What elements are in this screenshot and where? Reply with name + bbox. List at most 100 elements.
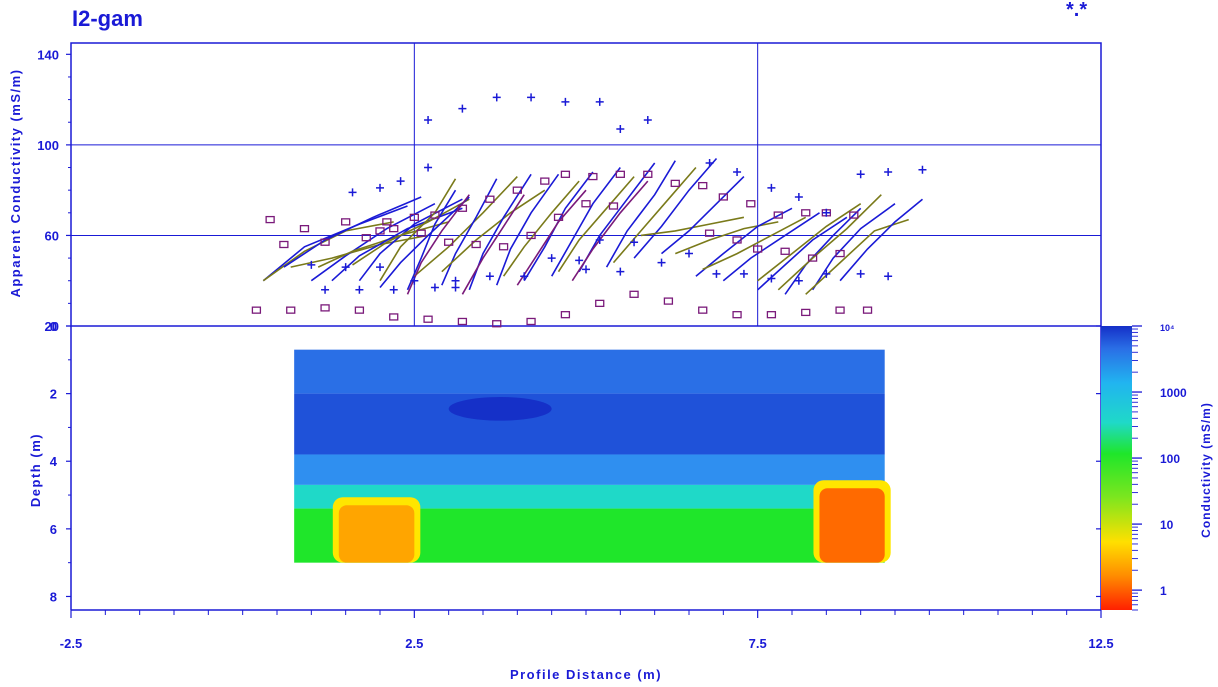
square-marker bbox=[862, 306, 873, 314]
y-tick-label: 60 bbox=[45, 228, 59, 243]
cross-marker bbox=[547, 254, 556, 263]
cross-marker bbox=[794, 192, 803, 201]
sounding-curve bbox=[757, 203, 862, 282]
square-marker bbox=[773, 211, 783, 219]
square-marker bbox=[409, 213, 419, 221]
cross-markers bbox=[307, 93, 927, 294]
sounding-curve bbox=[262, 205, 408, 282]
section-anomaly bbox=[338, 505, 415, 563]
square-marker bbox=[698, 181, 708, 190]
sounding-curve bbox=[640, 216, 745, 237]
sounding-curve bbox=[722, 212, 820, 282]
colorbar-tick-label: 1 bbox=[1160, 584, 1167, 598]
cross-marker bbox=[561, 97, 570, 106]
section-layer bbox=[294, 393, 885, 455]
square-marker bbox=[382, 218, 392, 226]
sounding-curve bbox=[461, 194, 525, 295]
sounding-curve bbox=[379, 196, 470, 289]
square-marker bbox=[801, 308, 811, 317]
square-markers bbox=[251, 170, 873, 328]
sounding-curve bbox=[495, 173, 560, 286]
y-tick-label: 20 bbox=[45, 319, 59, 334]
square-marker bbox=[643, 170, 653, 178]
square-marker bbox=[560, 170, 571, 178]
cross-marker bbox=[341, 263, 350, 272]
square-marker bbox=[471, 240, 481, 249]
square-marker bbox=[416, 229, 426, 237]
square-marker bbox=[835, 306, 845, 314]
section-layer bbox=[294, 484, 885, 509]
cross-marker bbox=[616, 267, 625, 276]
sounding-curve bbox=[413, 176, 518, 277]
colorbar-tick-label: 1000 bbox=[1160, 386, 1187, 400]
square-marker bbox=[595, 299, 605, 308]
sounding-curve bbox=[262, 221, 394, 282]
cross-marker bbox=[527, 93, 536, 102]
sounding-curve bbox=[283, 196, 422, 268]
sounding-curve bbox=[502, 180, 580, 277]
top-y-axis-label: Apparent Conductivity (mS/m) bbox=[8, 68, 23, 297]
cross-marker bbox=[430, 283, 439, 292]
sounding-curve bbox=[441, 189, 546, 273]
square-marker bbox=[704, 229, 715, 237]
cross-marker bbox=[856, 170, 865, 179]
sounding-curve bbox=[557, 176, 635, 273]
square-marker bbox=[389, 313, 399, 321]
square-marker bbox=[663, 297, 674, 305]
cross-marker bbox=[822, 208, 831, 217]
x-axis-label: Profile Distance (m) bbox=[510, 667, 662, 682]
cross-marker bbox=[355, 285, 364, 294]
colorbar-tick-label: 100 bbox=[1160, 452, 1180, 466]
top-plot-frame bbox=[70, 42, 1102, 327]
cross-marker bbox=[321, 285, 330, 294]
square-marker bbox=[286, 306, 296, 314]
cross-marker bbox=[575, 256, 584, 265]
conductivity-section bbox=[294, 349, 891, 563]
bottom-y-axis-label: Depth (m) bbox=[28, 433, 43, 507]
square-marker bbox=[835, 249, 845, 258]
sounding-curve bbox=[702, 216, 807, 271]
cross-marker bbox=[307, 260, 316, 269]
cross-marker bbox=[582, 265, 590, 274]
colorbar-label: Conductivity (mS/m) bbox=[1199, 402, 1213, 538]
sounding-curve bbox=[406, 189, 457, 291]
square-marker bbox=[320, 238, 330, 246]
square-marker bbox=[807, 254, 818, 262]
colorbar-ticks: 1 10 100 1000 10⁴ bbox=[1132, 323, 1187, 611]
cross-marker bbox=[410, 276, 419, 285]
sounding-curve bbox=[605, 160, 676, 268]
square-marker bbox=[732, 236, 742, 244]
y-tick-label: 140 bbox=[37, 47, 59, 62]
cross-marker bbox=[492, 93, 501, 102]
square-marker bbox=[375, 227, 385, 235]
top-grid bbox=[71, 43, 1101, 326]
cross-marker bbox=[739, 269, 748, 278]
cross-marker bbox=[733, 168, 742, 177]
cross-marker bbox=[630, 238, 639, 247]
sounding-curve bbox=[660, 176, 745, 255]
square-marker bbox=[849, 211, 859, 219]
cross-marker bbox=[685, 249, 693, 258]
y-tick-label: 100 bbox=[37, 138, 59, 153]
depth-tick-label: 4 bbox=[50, 454, 58, 469]
square-marker bbox=[485, 195, 495, 203]
sounding-curve bbox=[571, 180, 649, 282]
depth-tick-label: 8 bbox=[50, 589, 57, 604]
cross-marker bbox=[884, 272, 893, 281]
x-tick-label: 7.5 bbox=[749, 636, 767, 651]
cross-marker bbox=[451, 276, 460, 285]
sounding-curves bbox=[262, 157, 924, 295]
cross-marker bbox=[822, 269, 831, 278]
cross-marker bbox=[376, 263, 384, 272]
square-marker bbox=[265, 215, 275, 224]
cross-marker bbox=[767, 274, 776, 283]
square-marker bbox=[299, 224, 310, 233]
square-marker bbox=[560, 311, 571, 319]
square-marker bbox=[526, 317, 536, 326]
cross-marker bbox=[705, 158, 714, 167]
cross-marker bbox=[712, 269, 721, 278]
cross-marker bbox=[794, 276, 803, 285]
square-marker bbox=[457, 204, 468, 212]
square-marker bbox=[540, 177, 550, 185]
